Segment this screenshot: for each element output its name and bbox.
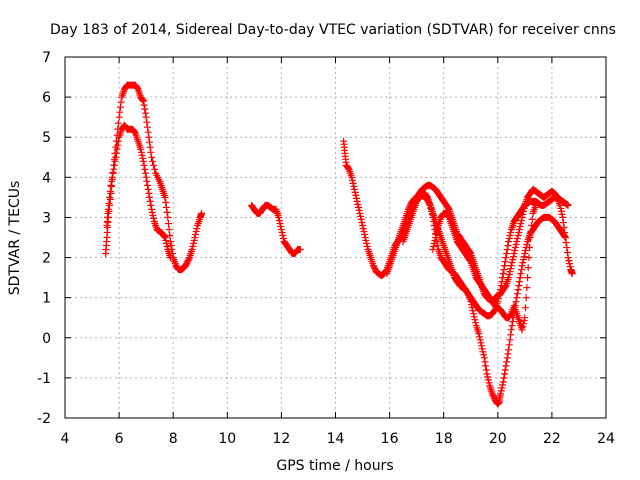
x-tick-label: 24	[597, 431, 615, 447]
series-markers	[248, 201, 304, 257]
series-markers	[429, 201, 540, 334]
x-tick-label: 16	[381, 431, 399, 447]
x-tick-label: 12	[272, 431, 290, 447]
y-tick-label: 4	[42, 170, 51, 186]
grid	[65, 57, 606, 418]
data-series	[102, 81, 576, 408]
x-tick-label: 14	[327, 431, 345, 447]
series-arc-1a	[102, 81, 206, 274]
x-tick-label: 20	[489, 431, 507, 447]
x-tick-label: 4	[61, 431, 70, 447]
x-tick-label: 22	[543, 431, 561, 447]
y-tick-label: -1	[37, 371, 51, 387]
x-tick-label: 6	[115, 431, 124, 447]
series-markers	[102, 81, 206, 274]
x-tick-label: 8	[169, 431, 178, 447]
x-tick-label: 18	[435, 431, 453, 447]
y-tick-label: -2	[37, 411, 51, 427]
series-arc-1b	[103, 121, 174, 262]
chart-title: Day 183 of 2014, Sidereal Day-to-day VTE…	[50, 22, 616, 38]
y-tick-label: 7	[42, 50, 51, 66]
x-axis-label: GPS time / hours	[276, 458, 393, 474]
y-tick-label: 2	[42, 251, 51, 267]
series-markers	[103, 121, 174, 262]
x-tick-label: 10	[218, 431, 236, 447]
y-axis-label: SDTVAR / TECUs	[7, 181, 23, 296]
y-tick-label: 0	[42, 331, 51, 347]
y-tick-label: 6	[42, 90, 51, 106]
series-arc-3d	[429, 201, 540, 334]
y-tick-label: 1	[42, 291, 51, 307]
y-tick-label: 5	[42, 130, 51, 146]
series-arc-2	[248, 201, 304, 257]
y-tick-label: 3	[42, 210, 51, 226]
